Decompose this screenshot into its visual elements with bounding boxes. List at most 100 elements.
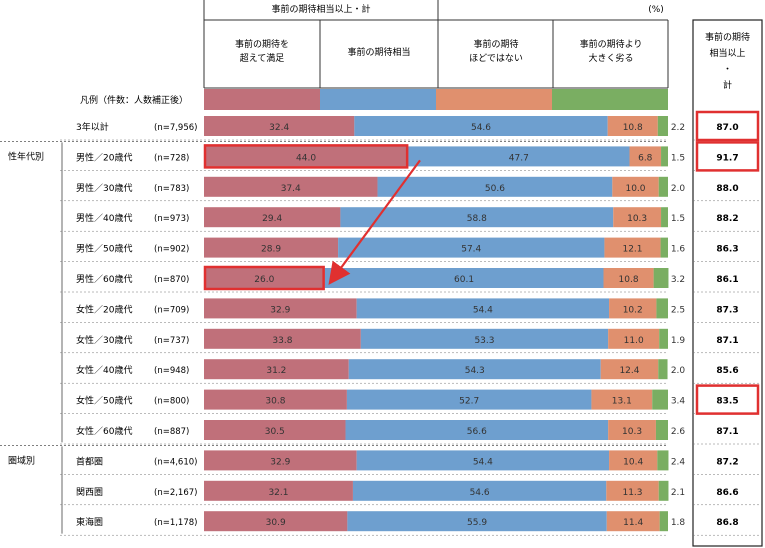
data-label: 3.4 (671, 397, 686, 407)
bar-segment (352, 480, 607, 501)
data-label: 2.0 (671, 366, 686, 376)
data-label: 1.5 (671, 214, 685, 224)
data-label: 55.9 (467, 518, 487, 528)
highlight-box (203, 144, 409, 169)
bar-segment (660, 237, 668, 258)
row-n-label: (n=4,610) (154, 457, 197, 467)
bar-segment (657, 116, 668, 136)
bar-segment (656, 298, 668, 319)
total-value: 87.1 (716, 336, 738, 346)
bar-segment (346, 389, 592, 410)
data-label: 10.0 (625, 184, 645, 194)
bar-segment (609, 450, 658, 471)
data-label: 2.1 (671, 488, 685, 498)
row-label: 関西圏 (76, 487, 103, 498)
bar-segment (360, 328, 609, 349)
row-n-label: (n=902) (154, 245, 189, 255)
data-label: 30.8 (265, 397, 285, 407)
bar-segment (600, 359, 659, 380)
row-n-label: (n=870) (154, 275, 189, 285)
column-header: 事前の期待を超えて満足 (235, 38, 289, 64)
data-label: 28.9 (261, 245, 281, 255)
row-label: 女性／60歳代 (76, 425, 132, 437)
bar-segment (204, 207, 341, 228)
totals-header: 事前の期待相当以上・計 (705, 31, 750, 91)
data-label: 54.4 (473, 305, 493, 315)
data-label: 54.6 (470, 488, 490, 498)
row-n-label: (n=7,956) (154, 123, 197, 133)
column-header: 事前の期待相当 (347, 46, 410, 58)
row-label: 東海圏 (76, 516, 103, 528)
data-label: 10.3 (622, 427, 642, 437)
bar-segment (204, 268, 325, 288)
bar-segment (591, 389, 653, 410)
totals-column: 事前の期待相当以上・計 87.0 91.7 88.0 88.2 86.3 86.1 87.3 8… (692, 19, 763, 547)
total-value: 87.3 (716, 305, 738, 315)
bar-segment (204, 511, 348, 532)
group-label: 性年代別 (8, 150, 44, 162)
data-label: 47.7 (509, 153, 529, 163)
row-n-label: (n=783) (154, 184, 189, 194)
bar-segment (204, 328, 361, 349)
data-label: 56.6 (467, 427, 487, 437)
bar-segment (658, 176, 668, 197)
data-label: 32.9 (270, 457, 290, 467)
total-value: 87.0 (716, 123, 738, 133)
bar-segment (324, 268, 604, 288)
total-value: 86.3 (716, 245, 738, 255)
row-n-label: (n=709) (154, 305, 189, 315)
data-label: 30.9 (266, 518, 286, 528)
data-label: 1.6 (671, 245, 686, 255)
data-label: 37.4 (281, 184, 301, 194)
row-labels: 3年以計 (n=7,956) 性年代別 男性／20歳代 (n=728) 男性／30歳代 (n… (8, 121, 197, 528)
bar-segment (604, 237, 661, 258)
bar-segment (612, 176, 659, 197)
data-label: 10.4 (623, 457, 643, 467)
total-value: 88.0 (716, 184, 738, 194)
data-label: 1.9 (671, 336, 686, 346)
bar-segment (657, 450, 669, 471)
row-label: 女性／50歳代 (76, 395, 132, 407)
column-header: 事前の期待より大きく劣る (580, 38, 643, 64)
data-label: 11.3 (622, 488, 642, 498)
data-label: 54.6 (471, 123, 491, 133)
bar-segment (613, 207, 662, 228)
data-label: 30.5 (265, 427, 285, 437)
data-label: 58.8 (467, 214, 487, 224)
bar-segment (659, 511, 668, 532)
data-label: 50.6 (485, 184, 505, 194)
bar-segment (603, 268, 654, 288)
total-value: 86.6 (716, 488, 738, 498)
data-label: 12.1 (622, 245, 642, 255)
row-n-label: (n=973) (154, 214, 189, 224)
legend-swatch (552, 89, 668, 110)
data-label: 53.3 (474, 336, 494, 346)
bar-segment (653, 268, 669, 288)
row-label: 男性／40歳代 (76, 212, 132, 224)
data-label: 32.4 (269, 123, 289, 133)
row-label: 男性／50歳代 (76, 243, 132, 255)
annotations (203, 110, 760, 415)
bars: 32.4 54.6 10.8 2.2 44.0 47.7 6.8 1.5 37.4 50.6 10.… (204, 116, 686, 532)
data-label: 11.0 (624, 336, 644, 346)
data-label: 2.0 (671, 184, 686, 194)
total-value: 86.8 (716, 518, 738, 528)
bar-segment (356, 450, 610, 471)
row-label: 男性／60歳代 (76, 273, 132, 285)
bar-segment (204, 480, 353, 501)
bar-segment (661, 146, 668, 167)
highlight-box (203, 265, 325, 291)
data-label: 60.1 (454, 275, 474, 285)
bar-segment (607, 116, 658, 136)
bar-segment (204, 420, 346, 440)
chart-grid (0, 0, 669, 536)
data-label: 44.0 (296, 153, 316, 163)
row-label: 男性／20歳代 (76, 151, 132, 163)
legend-row-label: 凡例（件数：人数補正後） (80, 94, 188, 106)
data-label: 2.6 (671, 427, 686, 437)
bar-segment (377, 176, 613, 197)
total-value: 91.7 (716, 153, 738, 163)
data-label: 29.4 (262, 214, 282, 224)
legend: 凡例（件数：人数補正後） (80, 89, 668, 110)
